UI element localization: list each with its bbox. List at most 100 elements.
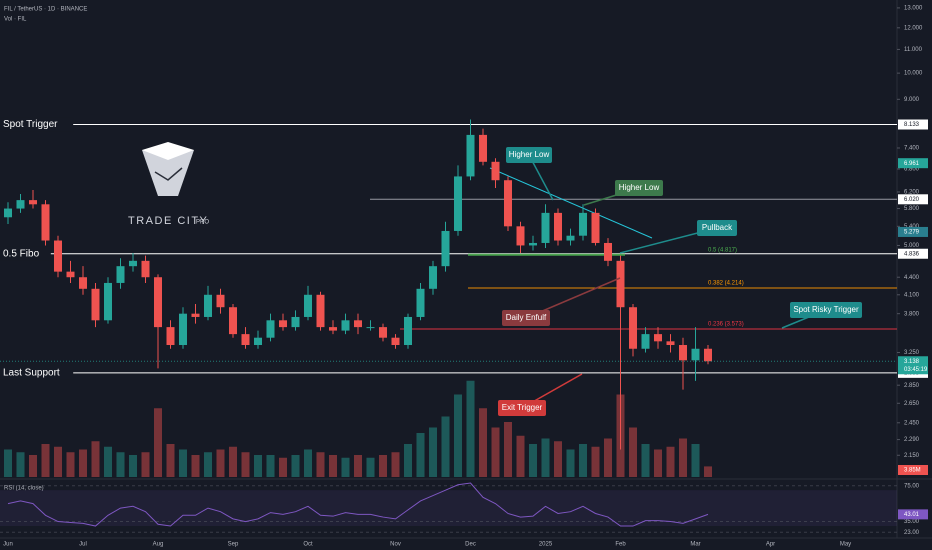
y-tick-label: 13.000 <box>904 5 923 11</box>
indicator-badge <box>898 226 928 237</box>
volume-last-label: 3.85M <box>904 468 921 474</box>
x-tick-label: Jun <box>3 542 13 548</box>
candle-body <box>104 282 112 321</box>
volume-bar <box>116 452 125 477</box>
callout <box>615 180 663 196</box>
y-tick-label: 5.000 <box>904 243 920 249</box>
logo-line <box>154 167 183 181</box>
candle-body <box>579 212 587 236</box>
candle-body <box>654 334 662 342</box>
volume-bar <box>404 444 412 477</box>
candle-body <box>291 316 300 328</box>
callout-label: Spot Risky Trigger <box>793 305 859 314</box>
y-tick-label: 2.150 <box>904 453 920 459</box>
volume-bar <box>604 438 612 477</box>
candle-body <box>679 345 687 361</box>
volume-bar <box>316 452 325 477</box>
callout-label: Higher Low <box>619 183 660 192</box>
y-tick-label: 11.000 <box>904 47 923 53</box>
price-badge <box>898 248 928 259</box>
candle-body <box>354 320 362 328</box>
candle-body <box>704 348 712 362</box>
candle-body <box>429 266 437 289</box>
volume-bar <box>341 457 350 477</box>
rsi-tick-label: 35.00 <box>904 519 920 525</box>
y-tick-label: 2.650 <box>904 401 920 407</box>
price-badge-label: 8.133 <box>904 122 920 128</box>
fib-label: 0.236 (3.573) <box>708 322 744 328</box>
y-tick-label: 3.800 <box>904 311 920 317</box>
level-label-bg <box>0 246 51 261</box>
volume-bar <box>629 427 637 477</box>
volume-bar <box>304 449 312 477</box>
candle-body <box>641 334 650 349</box>
volume-bar <box>679 438 687 477</box>
current-price-badge <box>898 356 928 375</box>
volume-bar <box>329 455 337 477</box>
logo: TRADE CITY PRO <box>128 142 209 227</box>
volume-bar <box>529 444 537 477</box>
volume-bar <box>216 449 225 477</box>
y-tick-label: 2.850 <box>904 383 920 389</box>
y-tick-label: 3.250 <box>904 350 920 356</box>
indicator-badge-label: 6.961 <box>904 161 920 167</box>
volume-bar <box>204 452 212 477</box>
callout <box>498 400 546 416</box>
volume-bar <box>79 449 87 477</box>
volume-bar <box>504 422 512 477</box>
price-badge <box>898 119 928 130</box>
volume-bar <box>691 444 700 477</box>
x-tick-label: Feb <box>615 542 626 548</box>
y-tick-label: 10.000 <box>904 71 923 77</box>
candle-body <box>4 208 12 218</box>
candle-body <box>266 320 275 338</box>
volume-bar <box>154 408 162 477</box>
candle-body <box>491 161 500 181</box>
indicator-badge-label: 5.279 <box>904 230 920 236</box>
volume-bar <box>366 457 375 477</box>
candle-body <box>554 212 562 241</box>
x-tick-label: 2025 <box>539 542 553 548</box>
chart-subtitle: Vol · FIL <box>4 17 27 23</box>
level-label: Last Support <box>3 367 60 378</box>
rsi-title: RSI (14, close) <box>4 486 44 492</box>
volume-bar <box>554 441 562 477</box>
candle-body <box>204 294 212 317</box>
volume-bar <box>566 449 575 477</box>
volume-bar <box>479 408 487 477</box>
candle-body <box>229 307 237 335</box>
x-tick-label: May <box>840 542 851 548</box>
rsi-line <box>7 482 709 527</box>
price-badge-label: 4.836 <box>904 251 920 257</box>
fib-label: 0.5 (4.817) <box>708 247 737 253</box>
price-badge-label: 6.020 <box>904 197 920 203</box>
callout <box>697 220 737 236</box>
x-tick-label: Apr <box>766 542 775 548</box>
indicator-badge <box>898 158 928 169</box>
volume-bar <box>166 444 175 477</box>
candle-body <box>241 334 250 346</box>
candle-body <box>54 240 62 272</box>
y-tick-label: 6.200 <box>904 190 920 196</box>
volume-bar <box>291 455 300 477</box>
candle-body <box>541 212 550 243</box>
candle-body <box>216 294 225 308</box>
candle-body <box>604 242 612 261</box>
volume-bar <box>141 452 150 477</box>
current-price: 3.138 <box>904 359 920 365</box>
candle-body <box>79 277 87 289</box>
volume-bar <box>441 416 450 477</box>
candle-body <box>41 204 50 241</box>
rsi-badge <box>898 509 928 520</box>
trend-line <box>489 167 653 239</box>
y-tick-label: 6.800 <box>904 167 920 173</box>
candle-body <box>116 266 125 283</box>
level-label: Spot Trigger <box>3 119 58 130</box>
fib-label: 0.382 (4.214) <box>708 281 744 287</box>
volume-bar <box>416 433 425 477</box>
y-tick-label: 2.290 <box>904 437 920 443</box>
y-tick-label: 12.000 <box>904 25 923 31</box>
candle-body <box>454 176 462 231</box>
